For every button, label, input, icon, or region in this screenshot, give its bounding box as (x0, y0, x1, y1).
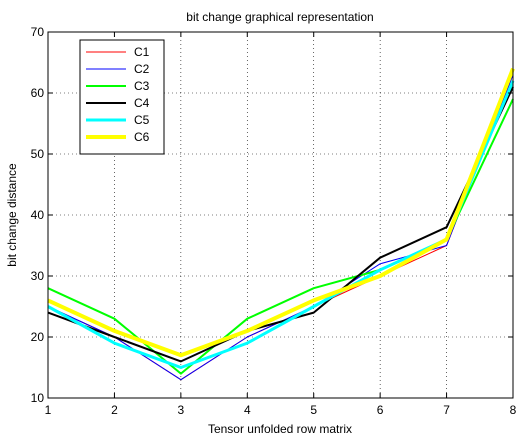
y-tick-label: 70 (31, 25, 45, 39)
legend-label-c2: C2 (134, 62, 150, 76)
series-line-c6 (47, 67, 515, 358)
y-tick-label: 30 (31, 269, 45, 283)
x-tick-label: 3 (178, 403, 185, 417)
y-tick-label: 50 (31, 147, 45, 161)
x-tick-label: 1 (45, 403, 52, 417)
x-tick-label: 5 (310, 403, 317, 417)
grid (48, 32, 513, 398)
x-tick-label: 8 (510, 403, 516, 417)
legend-label-c1: C1 (134, 45, 150, 59)
legend-label-c6: C6 (134, 130, 150, 144)
axis-ticks: 1 2 3 4 5 6 7 8 10 20 30 40 50 60 70 (31, 25, 516, 417)
x-axis-label: Tensor unfolded row matrix (208, 422, 352, 436)
legend-label-c3: C3 (134, 79, 150, 93)
legend: C1 C2 C3 C4 C5 C6 (79, 39, 165, 155)
y-tick-label: 10 (31, 391, 45, 405)
series-line-c4 (47, 86, 514, 363)
x-tick-label: 6 (377, 403, 384, 417)
y-axis-label: bit change distance (5, 163, 19, 267)
x-tick-label: 4 (244, 403, 251, 417)
y-tick-label: 40 (31, 208, 45, 222)
y-tick-label: 60 (31, 86, 45, 100)
series-lines (47, 67, 515, 381)
chart-title: bit change graphical representation (186, 10, 373, 24)
x-tick-label: 2 (111, 403, 118, 417)
legend-label-c4: C4 (134, 96, 150, 110)
legend-label-c5: C5 (134, 113, 150, 127)
y-tick-label: 20 (31, 330, 45, 344)
x-tick-label: 7 (443, 403, 450, 417)
